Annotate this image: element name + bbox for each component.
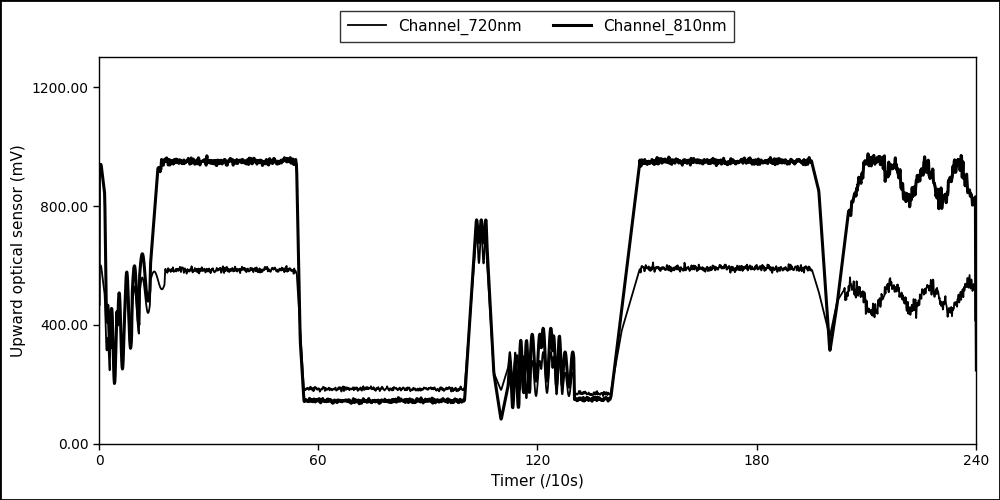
Channel_810nm	[214, 160, 226, 166]
Channel_720nm	[970, 368, 982, 374]
Channel_720nm	[161, 268, 173, 274]
Channel_810nm	[93, 301, 105, 307]
X-axis label: Timer (/10s): Timer (/10s)	[491, 474, 584, 489]
Channel_720nm	[93, 352, 105, 358]
Channel_810nm	[862, 151, 874, 157]
Channel_720nm	[214, 266, 226, 272]
Line: Channel_720nm: Channel_720nm	[99, 229, 976, 398]
Channel_720nm	[189, 266, 201, 272]
Channel_810nm	[495, 416, 507, 422]
Channel_810nm	[161, 155, 173, 161]
Channel_810nm	[117, 356, 129, 362]
Channel_810nm	[970, 317, 982, 323]
Y-axis label: Upward optical sensor (mV): Upward optical sensor (mV)	[11, 144, 26, 357]
Legend: Channel_720nm, Channel_810nm: Channel_720nm, Channel_810nm	[340, 11, 734, 42]
Channel_720nm	[836, 290, 848, 296]
Channel_720nm	[471, 226, 483, 232]
Channel_810nm	[836, 262, 848, 268]
Channel_720nm	[520, 395, 532, 401]
Channel_720nm	[491, 378, 503, 384]
Channel_810nm	[491, 391, 503, 397]
Channel_810nm	[189, 160, 201, 166]
Channel_720nm	[117, 350, 129, 356]
Line: Channel_810nm: Channel_810nm	[99, 154, 976, 419]
